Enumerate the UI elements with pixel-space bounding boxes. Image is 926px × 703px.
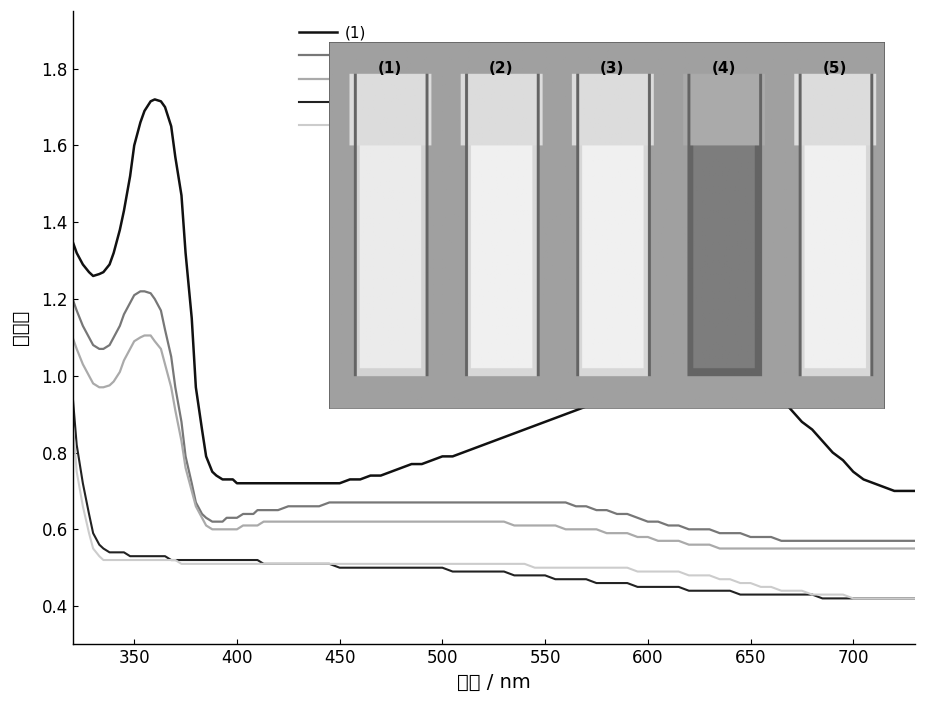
X-axis label: 波长 / nm: 波长 / nm: [457, 673, 531, 692]
Text: (4): (4): [711, 61, 735, 76]
Text: (3): (3): [600, 61, 624, 76]
Text: (2): (2): [489, 61, 514, 76]
Y-axis label: 吸光度: 吸光度: [11, 310, 31, 345]
Legend: (1), (2), (3), (4), (5): (1), (2), (3), (4), (5): [299, 25, 367, 134]
Text: (5): (5): [822, 61, 846, 76]
Text: (1): (1): [378, 61, 402, 76]
